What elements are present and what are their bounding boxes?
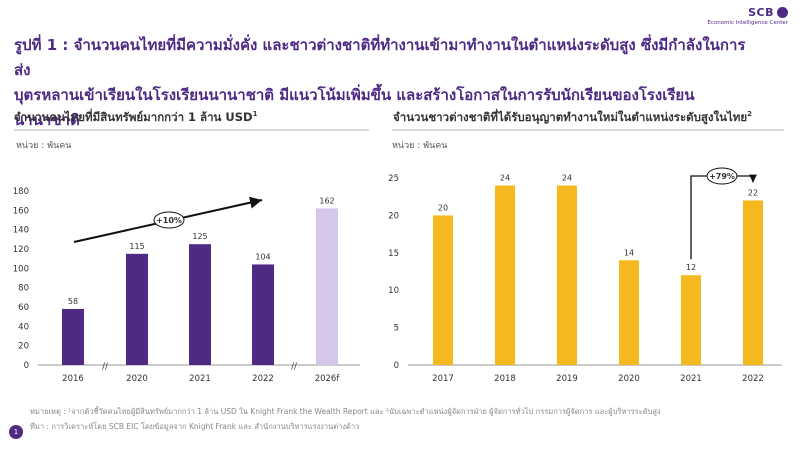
left-chart-unit: หน่วย : พันคน [16,141,72,151]
brand-name: SCB [748,6,774,19]
left-chart-x-tick-label: 2016 [62,374,84,384]
left-chart-bar [62,308,84,365]
left-chart-bar [316,208,338,365]
left-chart-title: จำนวนคนไทยที่มีสินทรัพย์มากกว่า 1 ล้าน U… [14,109,257,127]
right-chart-x-tick-label: 2019 [556,374,578,384]
right-chart-x-tick-label: 2022 [742,374,764,384]
right-chart-bar [619,260,639,365]
right-chart-data-label: 24 [500,173,510,182]
left-chart-x-tick-label: 2021 [189,374,211,384]
left-chart-data-label: 115 [129,242,144,251]
right-chart-data-label: 12 [686,263,696,272]
left-chart-growth-badge [153,211,185,229]
left-chart-y-tick-label: 120 [13,245,29,255]
right-chart-y-tick-label: 0 [394,361,399,371]
right-chart-data-label: 14 [624,248,634,257]
left-chart-x-tick-label: 2020 [126,374,148,384]
right-chart-title: จำนวนชาวต่างชาติที่ได้รับอนุญาตทำงานใหม่… [393,109,752,127]
right-chart-data-label: 22 [748,188,758,197]
left-chart-axis-break: // [102,362,108,372]
left-chart-data-label: 58 [68,297,78,306]
left-chart-bar [126,253,148,365]
footnote-source: ที่มา : การวิเคราะห์โดย SCB EIC โดยข้อมู… [30,422,360,431]
right-chart-x-tick-label: 2018 [494,374,516,384]
left-chart-y-tick-label: 180 [13,187,29,197]
footnotes: หมายเหตุ : ¹จากตัวชี้วัดคนไทยผู้มีสินทรั… [30,404,770,434]
right-chart-unit: หน่วย : พันคน [392,141,448,151]
right-chart-y-tick-label: 20 [388,211,399,221]
right-chart-bar [743,200,763,365]
right-chart-bar [433,215,453,365]
right-chart-y-tick-label: 25 [388,174,399,184]
left-chart-bar [189,244,211,365]
left-chart-data-label: 104 [255,252,270,261]
figure-headline: รูปที่ 1 : จำนวนคนไทยที่มีความมั่งคั่ง แ… [14,33,754,133]
right-chart-title-footnote: 2 [747,110,752,119]
right-title-divider [392,129,784,131]
right-chart-bar [681,275,701,365]
page-number: 1 [9,425,23,439]
left-chart-data-label: 125 [192,232,207,241]
right-chart-bar [495,185,515,365]
left-chart-x-tick-label: 2022 [252,374,274,384]
left-chart-growth-label: +10% [156,216,182,225]
footnote-remarks: หมายเหตุ : ¹จากตัวชี้วัดคนไทยผู้มีสินทรั… [30,407,661,416]
left-chart-y-tick-label: 40 [18,322,29,332]
left-chart-y-tick-label: 0 [24,361,29,371]
right-chart-title-text: จำนวนชาวต่างชาติที่ได้รับอนุญาตทำงานใหม่… [393,110,748,124]
left-chart-title-footnote: 1 [252,110,258,119]
right-chart-data-label: 24 [562,173,572,182]
left-chart-y-tick-label: 80 [18,284,29,294]
headline-line-2: บุตรหลานเข้าเรียนในโรงเรียนนานาชาติ มีแน… [14,86,695,129]
right-chart-y-tick-label: 15 [388,249,399,259]
right-chart-x-tick-label: 2017 [432,374,454,384]
left-chart-y-tick-label: 160 [13,206,29,216]
left-chart-axis-break: // [291,362,297,372]
left-chart-y-tick-label: 100 [13,264,29,274]
left-chart-y-tick-label: 20 [18,342,29,352]
headline-line-1: รูปที่ 1 : จำนวนคนไทยที่มีความมั่งคั่ง แ… [14,36,746,79]
left-title-divider [14,129,369,131]
left-chart-y-tick-label: 140 [13,226,29,236]
right-chart-y-tick-label: 10 [388,286,399,296]
right-chart-growth-badge [706,167,738,185]
scb-emblem-icon [777,7,788,18]
right-chart-growth-label: +79% [709,172,735,181]
right-chart-x-tick-label: 2020 [618,374,640,384]
left-chart-title-text: จำนวนคนไทยที่มีสินทรัพย์มากกว่า 1 ล้าน U… [14,110,253,124]
left-chart-bar [252,264,274,365]
left-chart-y-tick-label: 60 [18,303,29,313]
right-chart-data-label: 20 [438,203,448,212]
right-chart-bar [557,185,577,365]
left-chart-x-tick-label: 2026f [315,374,341,384]
right-chart-y-tick-label: 5 [394,324,399,334]
brand-subtitle: Economic Intelligence Center [707,20,788,26]
left-chart-data-label: 162 [319,196,334,205]
right-chart-x-tick-label: 2021 [680,374,702,384]
scb-logo: SCB Economic Intelligence Center [707,6,788,26]
